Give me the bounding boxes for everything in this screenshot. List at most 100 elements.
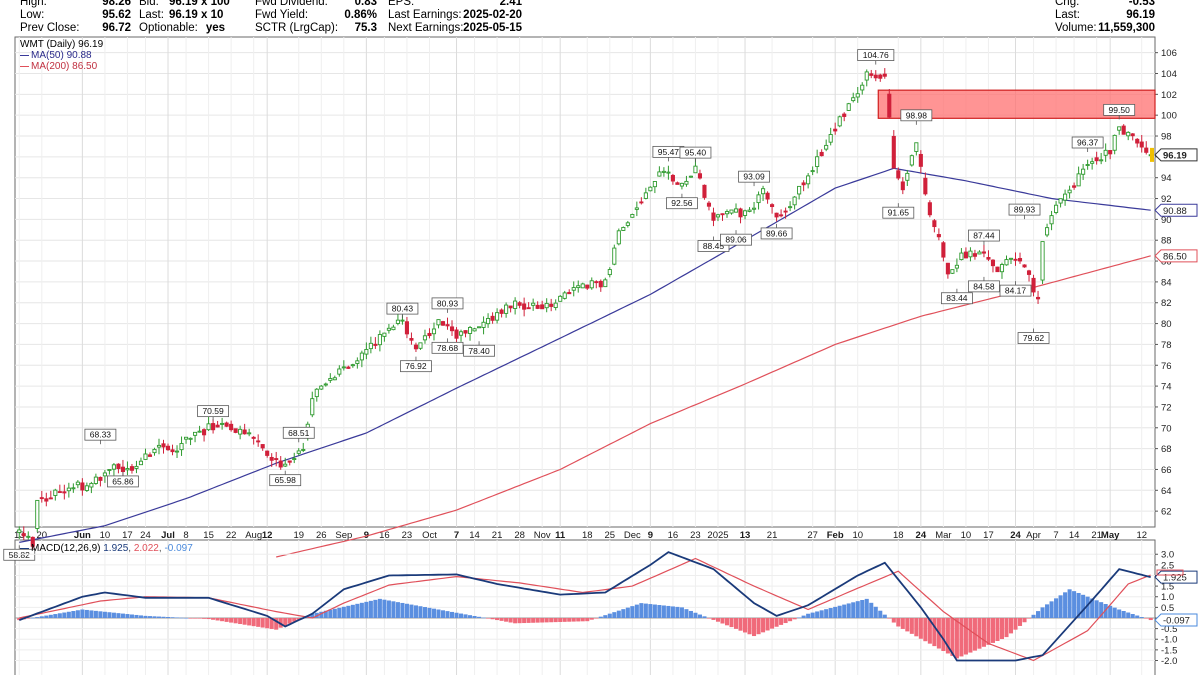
histogram-bar [864,598,869,618]
histogram-bar [152,616,157,618]
candle-body [891,135,896,169]
candle [427,328,432,339]
histogram-bar [440,610,446,618]
histogram-bar [693,612,698,618]
histogram-bar [251,617,256,627]
histogram-bar [62,612,67,618]
swing-label: 80.93 [431,297,464,313]
macd-tag-box [1154,613,1198,627]
swing-label-box [400,360,432,373]
histogram-bar [350,604,355,618]
candle [251,436,256,445]
candle [202,428,207,442]
macd-tick-label: -0.5 [1161,624,1177,635]
candle-body [513,300,518,309]
histogram-bar [48,614,53,618]
macd-tick-label: -1.5 [1161,645,1177,656]
histogram-bar [1004,617,1009,638]
histogram-bar [449,611,455,618]
candle-body [436,319,441,326]
candle-body [1117,126,1122,131]
candle-body [337,368,342,375]
histogram-bar [761,617,766,633]
swing-label-box [386,302,419,315]
candle [706,200,712,211]
header-value: 2025-05-15 [463,22,522,34]
candle-body [968,250,973,258]
date-tick-label: 24 [916,530,927,541]
candle [296,448,301,456]
histogram-bar [616,610,621,618]
candle [923,172,928,196]
candle [274,451,279,467]
histogram-bar [292,617,297,622]
candle-body [1072,185,1077,188]
swing-label-box [941,292,973,305]
candle [562,290,567,300]
header-value: 95.62 [102,9,131,21]
date-tick-label: May [1101,530,1120,541]
candle [900,177,905,195]
histogram-bar [634,604,639,618]
price-tick-label: 88 [1161,236,1172,247]
histogram-bar [202,617,207,619]
macd-tick-label: 1.0 [1161,592,1174,603]
candle [819,149,824,157]
candle-body [517,302,522,306]
header-label: Last: [139,9,164,21]
candle-body [404,321,409,335]
histogram-bar [549,617,554,623]
header-value: 11,559,300 [1098,22,1155,34]
candle [702,184,707,200]
candle [486,313,491,328]
candle-body [66,487,71,492]
swing-label: 78.40 [463,341,495,357]
histogram-bar [220,617,225,622]
candle-body [810,170,815,173]
macd-tick-label: 3.0 [1161,550,1174,561]
candle-body [179,443,184,451]
candle [138,457,144,466]
histogram-bar [1072,591,1077,618]
histogram-bar [770,617,775,629]
histogram-bar [341,606,346,618]
histogram-bar [1126,612,1131,618]
candle [1026,269,1032,282]
candle-body [477,326,482,329]
candle-body [341,366,346,369]
candle [490,312,495,324]
candle-body [806,175,811,185]
candle [625,220,630,228]
candle-body [824,144,829,150]
candle [495,308,500,324]
candle-body [395,319,400,324]
candle-body [1139,141,1144,148]
price-tick-label: 100 [1161,111,1177,122]
candle [418,342,423,350]
candle [806,173,811,189]
candle [463,330,468,338]
candle [143,448,148,460]
histogram-tag: -0.097 [1154,613,1198,627]
date-tick-label: 24 [1010,530,1021,541]
histogram-bar [39,616,44,618]
candle [738,207,743,224]
histogram-bar [98,611,103,618]
candle-body [860,84,865,91]
histogram-bar [625,607,630,618]
swing-label: 93.09 [738,170,770,187]
candle-body [549,303,554,307]
date-tick-label: 24 [140,530,151,541]
date-tick-label: 23 [690,530,701,541]
candle-body [1017,258,1023,262]
candle-body [1067,189,1072,194]
candle [729,209,734,215]
candle [950,269,955,274]
candle-body [959,252,964,261]
candle-body [220,422,225,425]
swing-label-box [999,284,1032,297]
candle-body [120,466,125,473]
histogram-bar [882,614,887,618]
header-label: High: [20,0,47,8]
histogram-bar [729,617,734,628]
